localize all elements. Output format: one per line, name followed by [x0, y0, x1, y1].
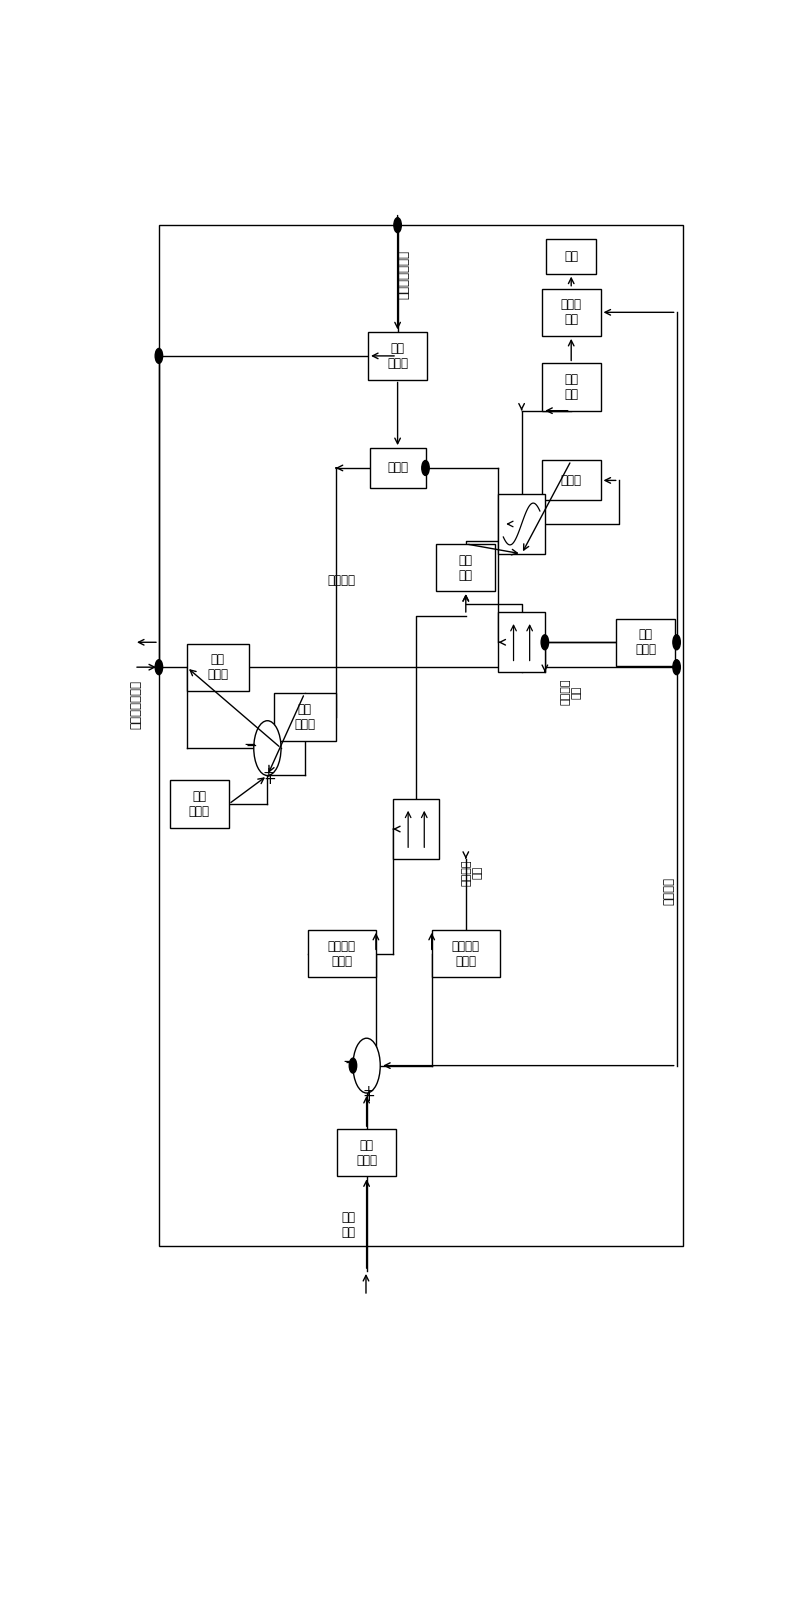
Text: 偏航
计数器: 偏航 计数器 — [387, 341, 408, 370]
Text: 旋转
编码器: 旋转 编码器 — [207, 653, 228, 681]
Text: −: − — [246, 739, 257, 752]
Bar — [542, 364, 601, 411]
Text: 风向
信号: 风向 信号 — [341, 1211, 355, 1239]
Bar — [498, 613, 545, 673]
Text: +: + — [362, 1090, 375, 1104]
Text: +: + — [263, 771, 276, 787]
Text: 机舱: 机舱 — [564, 249, 578, 264]
Bar — [368, 331, 427, 380]
Text: 解缆信号: 解缆信号 — [328, 574, 356, 587]
Circle shape — [350, 1058, 357, 1074]
Text: 偏差信号: 偏差信号 — [662, 878, 676, 906]
Text: 解缆切换
开关: 解缆切换 开关 — [561, 679, 582, 705]
Bar — [274, 694, 336, 741]
Bar — [337, 1129, 396, 1177]
Bar — [546, 239, 596, 273]
Bar — [542, 461, 601, 500]
Bar — [370, 448, 426, 488]
Bar — [432, 930, 500, 977]
Circle shape — [155, 348, 162, 364]
Text: −: − — [343, 1054, 356, 1069]
Circle shape — [422, 461, 430, 475]
Bar — [542, 289, 601, 336]
Circle shape — [254, 721, 281, 776]
Circle shape — [541, 635, 549, 650]
Text: 快速对风
控制器: 快速对风 控制器 — [328, 939, 356, 967]
Text: 精确对风
控制器: 精确对风 控制器 — [452, 939, 480, 967]
Bar — [187, 644, 249, 690]
Text: 风速
风向仪: 风速 风向仪 — [356, 1138, 377, 1167]
Text: 对风切换
开关: 对风切换 开关 — [461, 859, 483, 886]
Text: 风轮轴位置信号: 风轮轴位置信号 — [130, 681, 142, 729]
Circle shape — [673, 660, 680, 674]
Text: 解缆
给定值: 解缆 给定值 — [189, 791, 210, 818]
Bar — [436, 543, 495, 592]
Text: 液压
马达: 液压 马达 — [564, 374, 578, 401]
Text: −: − — [345, 1056, 356, 1070]
Text: −: − — [244, 737, 257, 752]
Bar — [393, 799, 439, 859]
Text: +: + — [362, 1083, 374, 1098]
Text: 压力
传感器: 压力 传感器 — [635, 629, 656, 657]
Circle shape — [394, 218, 402, 233]
Bar — [308, 930, 376, 977]
Text: 解缆
控制器: 解缆 控制器 — [294, 703, 315, 731]
Circle shape — [673, 635, 680, 650]
Circle shape — [353, 1038, 380, 1093]
Bar — [498, 495, 545, 555]
Bar — [159, 225, 682, 1247]
Text: 比例阀: 比例阀 — [561, 474, 582, 487]
Bar — [170, 781, 229, 828]
Circle shape — [155, 660, 162, 674]
Bar — [616, 619, 675, 666]
Text: 内啮合
齿圈: 内啮合 齿圈 — [561, 298, 582, 327]
Text: 风轮轴位置信号: 风轮轴位置信号 — [398, 251, 410, 299]
Text: 阻尼
环节: 阻尼 环节 — [459, 553, 473, 582]
Text: +: + — [263, 766, 274, 779]
Text: 比较器: 比较器 — [387, 461, 408, 474]
